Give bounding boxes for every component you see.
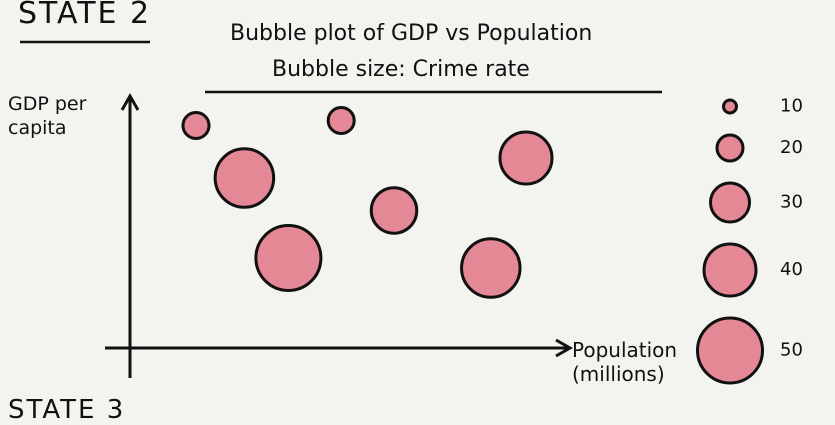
bubble [213,147,276,209]
legend-label: 30 [780,192,803,213]
bubble [369,186,419,235]
chart-title: Bubble plot of GDP vs Population [230,21,593,46]
legend-bubble [696,316,764,385]
state-label: STATE 3 [8,395,126,425]
bubble [181,111,211,140]
legend-bubble [715,133,745,163]
bubble [498,130,554,186]
y-axis-arrow [120,92,140,111]
legend-label: 50 [780,340,803,361]
legend-bubble [709,181,751,224]
legend-label: 20 [780,137,803,158]
x-axis-arrow [555,338,574,358]
bubble [326,106,356,135]
y-axis-label: GDP per capita [8,93,87,139]
x-axis-label: Population (millions) [572,338,678,386]
legend-label: 40 [780,259,803,280]
state-label: STATE 2 [18,0,152,31]
chart-subtitle: Bubble size: Crime rate [272,57,530,82]
bubble [254,224,323,292]
legend-bubble [722,98,738,115]
bubble [460,237,522,299]
legend-label: 10 [780,96,803,117]
legend-bubble [702,242,758,298]
